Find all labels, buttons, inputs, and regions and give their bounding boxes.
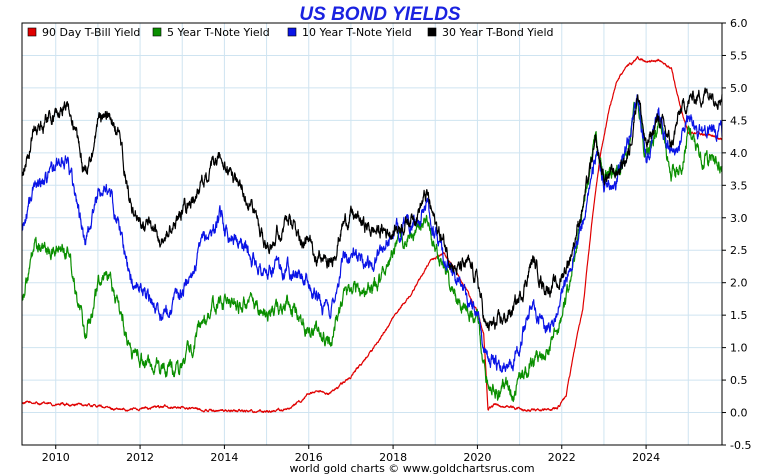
legend-label: 90 Day T-Bill Yield (42, 26, 140, 39)
x-tick-label: 2012 (126, 451, 154, 464)
y-tick-label: 5.0 (730, 82, 748, 95)
x-tick-label: 2024 (632, 451, 660, 464)
legend: 90 Day T-Bill Yield 5 Year T-Note Yield 10… (27, 26, 553, 39)
legend-label: 10 Year T-Note Yield (302, 26, 412, 39)
x-axis-ticks: 2010 2012 2014 2016 2018 2020 2022 2024 (42, 445, 660, 464)
legend-swatch (287, 27, 297, 37)
chart-footer: world gold charts © www.goldchartsrus.co… (289, 462, 534, 475)
y-tick-label: 1.0 (730, 342, 748, 355)
x-tick-label: 2018 (379, 451, 407, 464)
y-tick-label: 2.5 (730, 244, 748, 257)
chart-title: US BOND YIELDS (299, 4, 461, 25)
legend-swatch (427, 27, 437, 37)
x-tick-label: 2014 (210, 451, 238, 464)
legend-swatch (27, 27, 37, 37)
y-tick-label: 4.5 (730, 114, 748, 127)
series-line-4 (21, 87, 723, 332)
series-lines (21, 55, 723, 414)
legend-label: 30 Year T-Bond Yield (442, 26, 553, 39)
y-tick-label: 3.5 (730, 179, 748, 192)
y-tick-label: 0.5 (730, 374, 748, 387)
y-axis-ticks: -0.5 0.0 0.5 1.0 1.5 2.0 2.5 3.0 3.5 4.0 4.5 5.0 5.5… (722, 17, 751, 452)
x-tick-label: 2022 (548, 451, 576, 464)
y-tick-label: 0.0 (730, 407, 748, 420)
legend-swatch (152, 27, 162, 37)
x-tick-label: 2010 (42, 451, 70, 464)
y-tick-label: 4.0 (730, 147, 748, 160)
x-tick-label: 2020 (463, 451, 491, 464)
y-tick-label: 2.0 (730, 277, 748, 290)
x-tick-label: 2016 (295, 451, 323, 464)
y-tick-label: 3.0 (730, 212, 748, 225)
y-tick-label: 5.5 (730, 49, 748, 62)
series-line-1 (21, 55, 723, 414)
legend-label: 5 Year T-Note Yield (167, 26, 270, 39)
y-tick-label: -0.5 (730, 439, 751, 452)
y-tick-label: 1.5 (730, 309, 748, 322)
plot-frame (21, 22, 723, 446)
y-tick-label: 6.0 (730, 17, 748, 30)
